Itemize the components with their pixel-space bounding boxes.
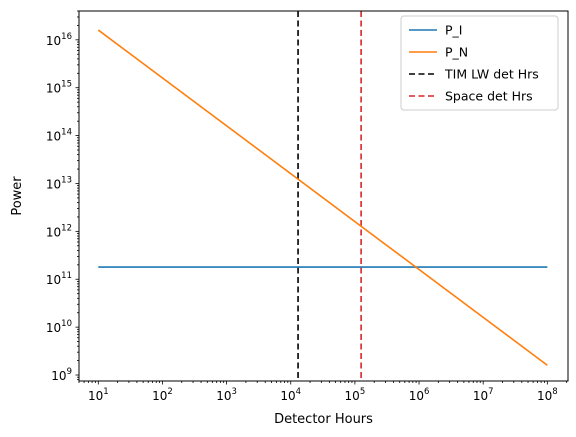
x-tick-label: 106 <box>409 387 430 403</box>
x-tick-label: 107 <box>473 387 494 403</box>
x-tick-label: 104 <box>280 387 301 403</box>
plot-frame <box>78 10 569 382</box>
y-tick-label: 1010 <box>46 319 72 335</box>
legend-label: P_I <box>445 23 462 38</box>
y-tick-label: 1012 <box>46 223 72 239</box>
legend-box <box>400 15 559 111</box>
y-axis-label: Power <box>10 176 25 216</box>
x-axis-label: Detector Hours <box>274 412 373 427</box>
x-tick-label: 108 <box>537 387 558 403</box>
y-tick-label: 1016 <box>46 32 72 48</box>
y-tick-label: 109 <box>51 367 72 383</box>
legend: P_I P_N TIM LW det Hrs Space det Hrs <box>400 15 559 111</box>
y-tick-label: 1015 <box>46 80 72 96</box>
legend-label: P_N <box>445 45 468 60</box>
y-axis-ticks: 109 1010 1011 1012 1013 1014 1015 1016 <box>46 10 79 383</box>
x-tick-label: 101 <box>88 387 109 403</box>
x-axis-ticks: 101 102 103 104 105 106 107 108 <box>78 381 568 403</box>
x-tick-label: 105 <box>345 387 366 403</box>
series-line-2 <box>97 29 548 366</box>
y-tick-label: 1014 <box>46 128 72 144</box>
plot-marks <box>97 11 548 381</box>
x-tick-label: 102 <box>152 387 173 403</box>
y-tick-label: 1013 <box>46 175 72 191</box>
y-tick-label: 1011 <box>46 271 72 287</box>
legend-label: TIM LW det Hrs <box>444 67 539 82</box>
x-tick-label: 103 <box>216 387 237 403</box>
legend-label: Space det Hrs <box>445 89 533 104</box>
